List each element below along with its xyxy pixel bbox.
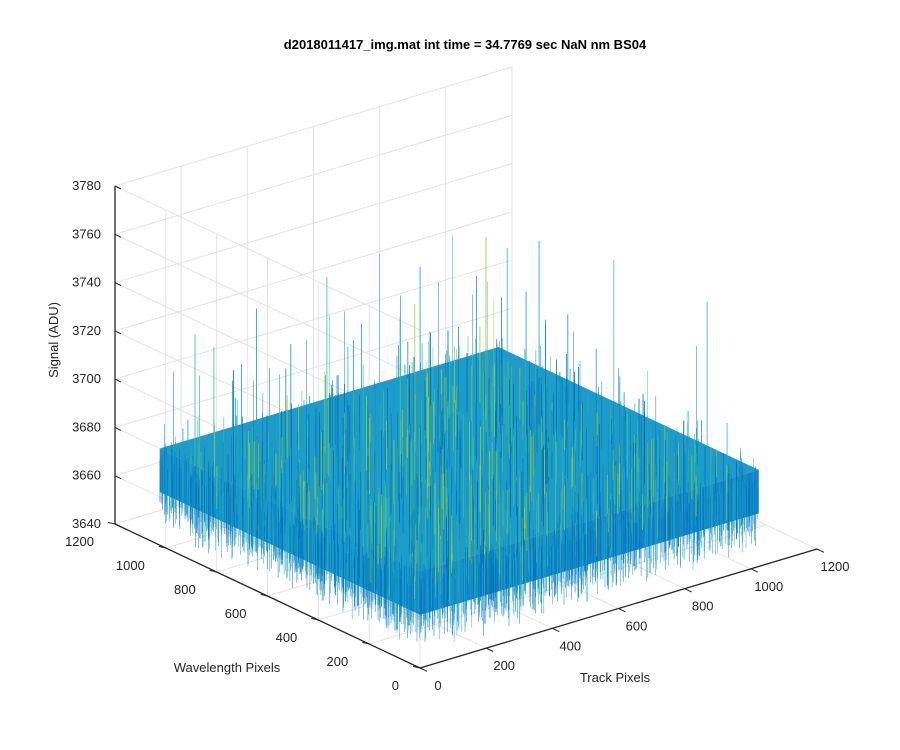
x-tick-label: 400 xyxy=(559,638,581,653)
y-tick-label: 1200 xyxy=(65,534,94,549)
z-tick-label: 3700 xyxy=(72,371,101,386)
y-tick xyxy=(311,617,319,621)
z-tick xyxy=(114,475,122,480)
wall-grid-line xyxy=(114,163,513,284)
z-tick xyxy=(114,378,122,383)
x-tick-label: 0 xyxy=(434,678,441,693)
x-tick-label: 800 xyxy=(692,599,714,614)
z-tick-label: 3640 xyxy=(72,516,101,531)
wall-grid-line xyxy=(114,114,513,235)
wall-grid-line xyxy=(114,259,513,380)
wall-grid-line xyxy=(114,233,421,379)
tick-labels: 0 200 400 600 800 1000 1200 0 200 400 600 800 1000 12… xyxy=(65,178,849,693)
z-tick-label: 3660 xyxy=(72,468,101,483)
x-tick xyxy=(552,627,560,633)
z-tick xyxy=(114,426,122,431)
axes xyxy=(107,185,825,672)
x-tick xyxy=(750,568,759,573)
z-tick-label: 3680 xyxy=(72,419,101,434)
x-tick-label: 200 xyxy=(493,658,515,673)
wall-grid-line xyxy=(114,185,421,331)
z-tick xyxy=(114,233,122,238)
z-tick-label: 3740 xyxy=(72,275,101,290)
y-tick-label: 0 xyxy=(392,678,399,693)
z-axis-label: Signal (ADU) xyxy=(46,302,61,378)
y-axis-label: Wavelength Pixels xyxy=(174,660,281,675)
wall-grid-line xyxy=(114,211,513,332)
data-surface xyxy=(159,235,759,642)
wall-grid-line xyxy=(114,66,513,187)
y-tick xyxy=(362,641,370,645)
x-tick xyxy=(419,667,428,672)
wall-grid-line xyxy=(114,307,513,428)
z-tick xyxy=(114,523,122,528)
x-tick xyxy=(485,647,494,652)
x-tick-label: 1000 xyxy=(754,579,783,594)
x-tick-label: 600 xyxy=(626,619,648,634)
z-tick xyxy=(114,185,122,190)
y-tick-label: 800 xyxy=(174,582,196,597)
z-tick-label: 3720 xyxy=(72,323,101,338)
x-tick xyxy=(816,548,825,553)
chart-title: d2018011417_img.mat int time = 34.7769 s… xyxy=(284,37,647,52)
y-tick-label: 400 xyxy=(276,630,298,645)
x-tick-label: 1200 xyxy=(821,559,850,574)
z-tick-label: 3760 xyxy=(72,226,101,241)
z-tick xyxy=(114,282,122,287)
y-tick-label: 200 xyxy=(326,654,348,669)
y-tick-label: 600 xyxy=(225,606,247,621)
z-tick-label: 3780 xyxy=(72,178,101,193)
y-tick xyxy=(260,593,268,597)
y-tick-label: 1000 xyxy=(116,558,145,573)
x-tick xyxy=(684,588,692,593)
x-tick xyxy=(618,608,626,613)
z-tick xyxy=(114,330,122,335)
y-tick xyxy=(412,665,421,669)
y-tick xyxy=(209,569,217,573)
y-tick xyxy=(158,545,166,549)
x-axis-label: Track Pixels xyxy=(580,670,651,685)
y-tick xyxy=(107,521,116,525)
